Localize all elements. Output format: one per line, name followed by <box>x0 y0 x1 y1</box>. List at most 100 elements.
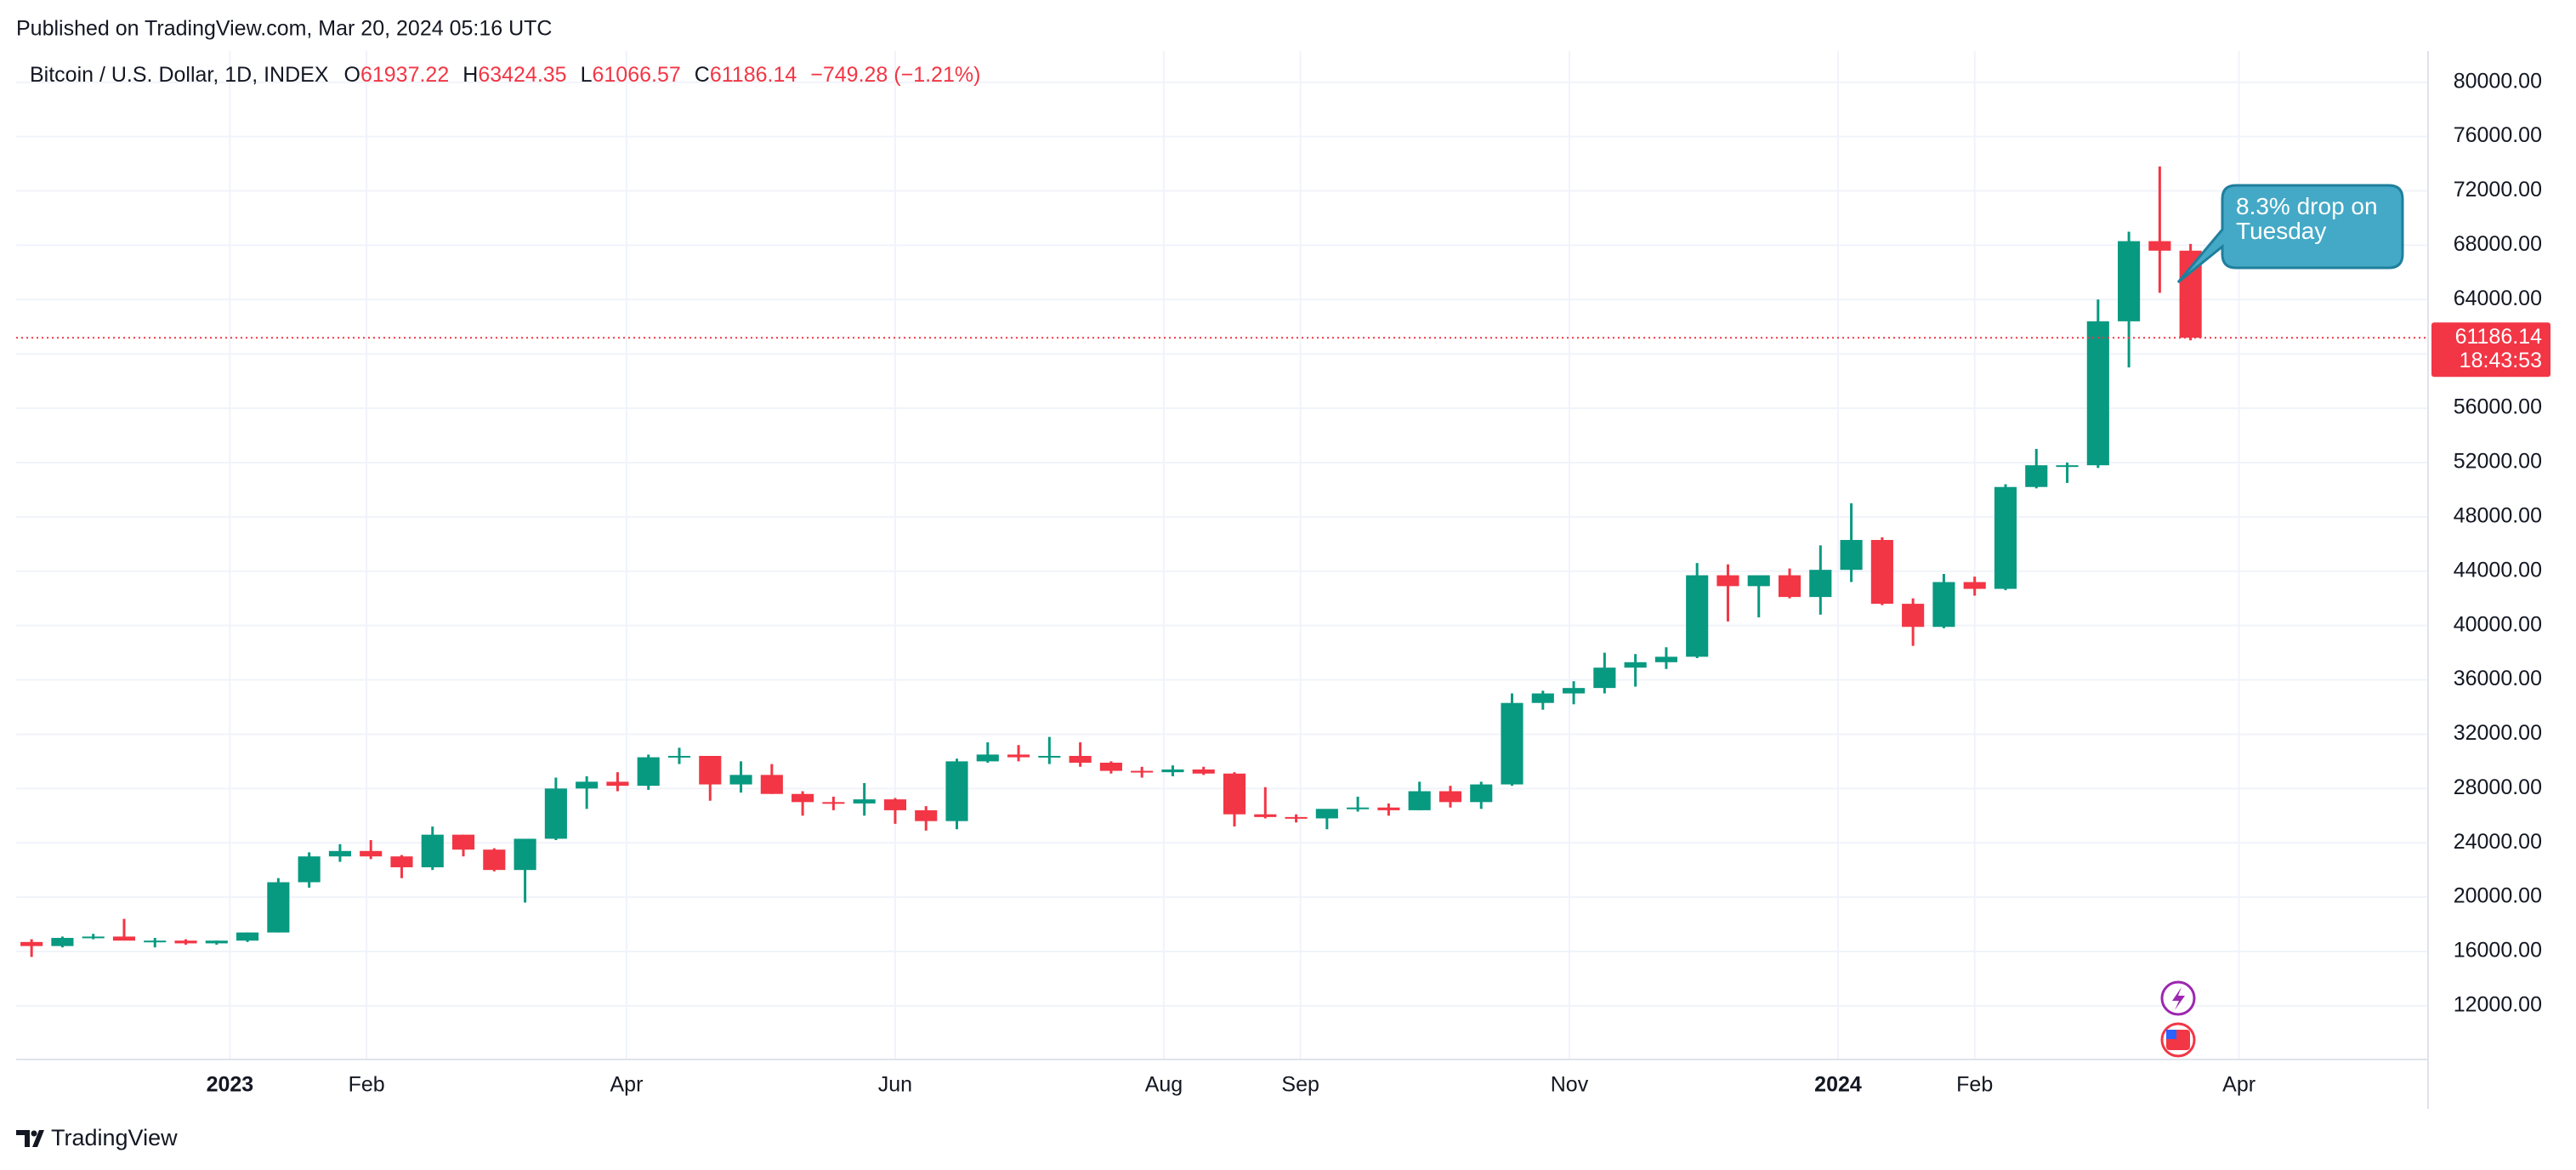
y-tick-label: 52000.00 <box>2454 450 2542 474</box>
y-tick-label: 24000.00 <box>2454 830 2542 854</box>
callout-text-box: 8.3% drop on Tuesday <box>2236 194 2378 244</box>
candle-body <box>267 882 290 933</box>
candle-body <box>822 802 845 804</box>
candle-body <box>976 754 999 762</box>
candle-body <box>513 838 536 871</box>
change: −749.28 (−1.21%) <box>810 63 980 87</box>
lightning <box>2172 987 2185 1010</box>
event-icons <box>2160 980 2196 1058</box>
legend: Bitcoin / U.S. Dollar, 1D, INDEX O61937.2… <box>30 63 980 87</box>
brand-logo <box>16 1130 44 1147</box>
y-tick-label: 56000.00 <box>2454 395 2542 419</box>
x-tick-label: Sep <box>1281 1073 1319 1097</box>
annotation: 8.3% drop on Tuesday <box>2176 184 2404 284</box>
candle-body <box>1809 570 1832 598</box>
y-tick-label: 20000.00 <box>2454 884 2542 908</box>
y-tick-label: 36000.00 <box>2454 667 2542 690</box>
candle-body <box>667 756 691 758</box>
candle-body <box>1470 784 1493 803</box>
x-tick-label: Feb <box>1956 1073 1993 1097</box>
candle-body <box>1501 702 1523 785</box>
y-tick-label: 64000.00 <box>2454 287 2542 310</box>
flag-canton <box>2166 1030 2176 1039</box>
candle-body <box>1038 756 1061 758</box>
candle-body <box>883 799 907 810</box>
y-tick-label: 48000.00 <box>2454 503 2542 527</box>
candle-body <box>1994 486 2017 589</box>
brand-name: TradingView <box>51 1125 178 1150</box>
callout-box <box>2176 184 2404 284</box>
x-tick-label: Jun <box>878 1073 912 1097</box>
candle-body <box>1315 809 1338 819</box>
symbol: Bitcoin / U.S. Dollar, 1D, INDEX O61937.2… <box>30 63 980 87</box>
candle-body <box>1870 540 1893 605</box>
x-tick-label: 2024 <box>1814 1073 1862 1097</box>
close: 61186.14 <box>710 63 797 87</box>
low: 61066.57 <box>593 63 681 87</box>
price-tag-countdown: 18:43:53 <box>2460 349 2542 372</box>
x-tick-label: Feb <box>349 1073 385 1097</box>
candle-body <box>20 941 43 946</box>
candle-body <box>2118 241 2141 321</box>
candle-body <box>1408 791 1431 810</box>
y-tick-label: 72000.00 <box>2454 178 2542 202</box>
y-tick-label: 80000.00 <box>2454 69 2542 93</box>
candle-body <box>51 938 74 946</box>
candle-body <box>1963 582 1986 589</box>
candle-body <box>729 775 752 785</box>
candle-body <box>144 940 167 943</box>
candle-body <box>1716 575 1739 587</box>
candle-body <box>205 940 228 944</box>
price-tag <box>2431 322 2550 378</box>
y-tick-label: 32000.00 <box>2454 721 2542 745</box>
brand: TradingView <box>16 1125 178 1150</box>
candle-body <box>1192 769 1215 774</box>
y-tick-label: 16000.00 <box>2454 939 2542 963</box>
callout-text: 8.3% drop on Tuesday <box>2236 194 2378 244</box>
candle-body <box>1099 762 1122 771</box>
candle-body <box>2056 465 2079 468</box>
candle-body <box>298 856 321 883</box>
candle-body <box>1007 754 1030 758</box>
candle-body <box>390 856 413 867</box>
x-tick-label: Apr <box>610 1073 644 1097</box>
candle-body <box>544 788 567 839</box>
published-note: Published on TradingView.com, Mar 20, 20… <box>16 17 552 41</box>
candle-body <box>360 850 383 857</box>
candle-body <box>1223 773 1246 815</box>
candle-body <box>637 757 660 787</box>
price-tag-value: 61186.14 <box>2455 325 2543 349</box>
candle-body <box>1254 814 1277 817</box>
candle-body <box>1840 540 1863 571</box>
candle-body <box>451 834 475 850</box>
candle-body <box>421 834 444 867</box>
y-tick-label: 12000.00 <box>2454 993 2542 1017</box>
candle-body <box>699 756 722 785</box>
candle-body <box>1131 770 1154 773</box>
candle-body <box>1902 604 1925 628</box>
symbol-name: Bitcoin / U.S. Dollar, 1D, INDEX <box>30 63 329 87</box>
candle-body <box>236 932 259 941</box>
x-tick-label: Apr <box>2222 1073 2255 1097</box>
candle-body <box>1778 575 1801 598</box>
candle-body <box>2086 321 2109 466</box>
candle-body <box>82 936 105 939</box>
plot-area: 12000.00 16000.00 20000.00 24000.00 28000.00… <box>16 51 2542 1097</box>
candle-body <box>174 940 197 944</box>
candle-body <box>792 793 814 803</box>
c-label: C <box>695 63 710 87</box>
open: 61937.22 <box>360 63 449 87</box>
candle-body <box>328 850 351 857</box>
candle-body <box>606 781 629 787</box>
candle-body <box>1347 807 1370 809</box>
l-label: L <box>581 63 593 87</box>
y-tick-label: 40000.00 <box>2454 612 2542 636</box>
candle-body <box>576 781 599 789</box>
candle-body <box>2148 241 2171 251</box>
candle-body <box>1747 575 1770 587</box>
candle-body <box>1932 582 1955 628</box>
h-label: H <box>462 63 478 87</box>
candle-body <box>760 775 783 794</box>
